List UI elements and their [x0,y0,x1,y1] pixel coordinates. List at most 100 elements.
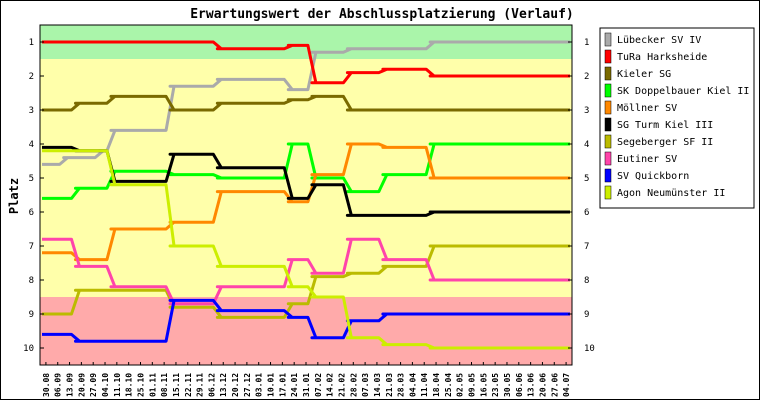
x-tick-label: 21.02 [337,373,346,397]
x-tick-label: 11.10 [113,373,122,397]
x-tick-label: 17.01 [278,373,287,397]
legend-entry: SK Doppelbauer Kiel II [617,86,749,97]
y-tick-left-label: 1 [29,38,34,48]
x-tick-label: 11.04 [420,373,429,397]
x-tick-label: 13.06 [527,373,536,397]
x-tick-label: 30.08 [42,373,51,397]
x-tick-label: 04.10 [101,373,110,397]
x-tick-label: 31.01 [302,373,311,397]
series-line-9 [42,298,570,343]
x-tick-label: 18.04 [432,373,441,397]
x-tick-label: 14.03 [373,373,382,397]
x-tick-label: 27.09 [89,373,98,397]
y-tick-right-label: 10 [584,344,595,354]
series-layer [42,40,570,350]
x-tick-label: 07.03 [361,373,370,397]
x-tick-label: 04.04 [408,373,417,397]
x-tick-label: 28.02 [349,373,358,397]
legend-swatch [604,49,612,64]
y-tick-left-label: 5 [29,174,34,184]
x-tick-label: 01.11 [148,373,157,397]
legend-swatch [604,151,612,166]
series-line-4 [42,142,570,200]
legend-entry: SV Quickborn [617,171,689,182]
x-tick-label: 27.12 [243,373,252,397]
legend-entry: Agon Neumünster II [617,188,725,199]
y-tick-left-label: 9 [29,310,34,320]
x-tick-label: 09.05 [468,373,477,397]
y-tick-left-label: 6 [29,208,34,218]
x-tick-label: 22.11 [184,373,193,397]
y-tick-right-label: 2 [584,72,589,82]
legend-entry: Kieler SG [617,69,671,80]
y-tick-right-label: 1 [584,38,589,48]
x-tick-label: 28.03 [397,373,406,397]
x-tick-label: 08.11 [160,373,169,397]
y-axis-right: 1 2 3 4 5 6 7 8 9 10 [568,38,595,354]
legend-entry: TuRa Harksheide [617,52,707,63]
legend-swatch [604,185,612,200]
y-tick-left-label: 7 [29,242,34,252]
x-tick-label: 03.01 [255,373,264,397]
y-tick-left-label: 3 [29,106,34,116]
series-line-6 [42,145,570,217]
x-tick-label: 24.01 [290,373,299,397]
x-tick-label: 20.06 [538,373,547,397]
x-tick-label: 20.12 [231,373,240,397]
legend-swatch [604,134,612,149]
y-tick-right-label: 5 [584,174,589,184]
series-line-7 [42,244,570,319]
x-tick-label: 16.05 [479,373,488,397]
series-line-5 [42,142,570,262]
legend-swatch [604,168,612,183]
legend-swatch [604,83,612,98]
y-tick-left-label: 10 [23,344,34,354]
legend-swatch [604,66,612,81]
x-tick-label: 15.11 [172,373,181,397]
x-tick-label: 29.11 [196,373,205,397]
legend-swatch [604,117,612,132]
y-tick-right-label: 9 [584,310,589,320]
legend-swatch [604,100,612,115]
series-line-3 [42,94,570,112]
legend-entry: SG Turm Kiel III [617,120,713,131]
y-tick-right-label: 8 [584,276,589,286]
series-line-1 [42,40,570,166]
x-tick-label: 10.01 [267,373,276,397]
x-tick-label: 06.12 [207,373,216,397]
x-tick-label: 25.04 [444,373,453,397]
x-tick-label: 20.09 [77,373,86,397]
legend-entry: Segeberger SF II [617,137,713,148]
legend: Lübecker SV IV TuRa Harksheide Kieler SG SK… [599,27,755,209]
legend-swatch [604,32,612,47]
y-tick-right-label: 4 [584,140,589,150]
x-tick-label: 27.06 [550,373,559,397]
x-axis: 30.08 06.09 13.09 20.09 27.09 04.10 11.10 18.10… [42,362,571,397]
x-tick-label: 06.06 [515,373,524,397]
y-tick-right-label: 3 [584,106,589,116]
x-tick-label: 13.12 [219,373,228,397]
legend-entry: Möllner SV [617,103,677,114]
x-tick-label: 04.07 [562,373,571,397]
legend-entry: Lübecker SV IV [617,35,701,46]
x-tick-label: 21.03 [385,373,394,397]
y-tick-right-label: 6 [584,208,589,218]
x-tick-label: 25.10 [136,373,145,397]
legend-box [599,27,755,209]
x-tick-label: 02.05 [456,373,465,397]
y-axis-label: Platz [7,178,21,214]
series-line-2 [42,40,570,85]
x-tick-label: 30.05 [503,373,512,397]
x-tick-label: 14.02 [326,373,335,397]
x-tick-label: 18.10 [125,373,134,397]
y-axis-left: 1 2 3 4 5 6 7 8 9 10 [23,38,44,354]
y-tick-left-label: 8 [29,276,34,286]
band-abstieg [40,297,572,365]
legend-entry: Eutiner SV [617,154,677,165]
y-tick-left-label: 2 [29,72,34,82]
x-tick-label: 07.02 [314,373,323,397]
x-tick-label: 23.05 [491,373,500,397]
x-tick-label: 06.09 [54,373,63,397]
chart-title: Erwartungswert der Abschlussplatzierung … [190,7,574,22]
x-tick-label: 13.09 [66,373,75,397]
